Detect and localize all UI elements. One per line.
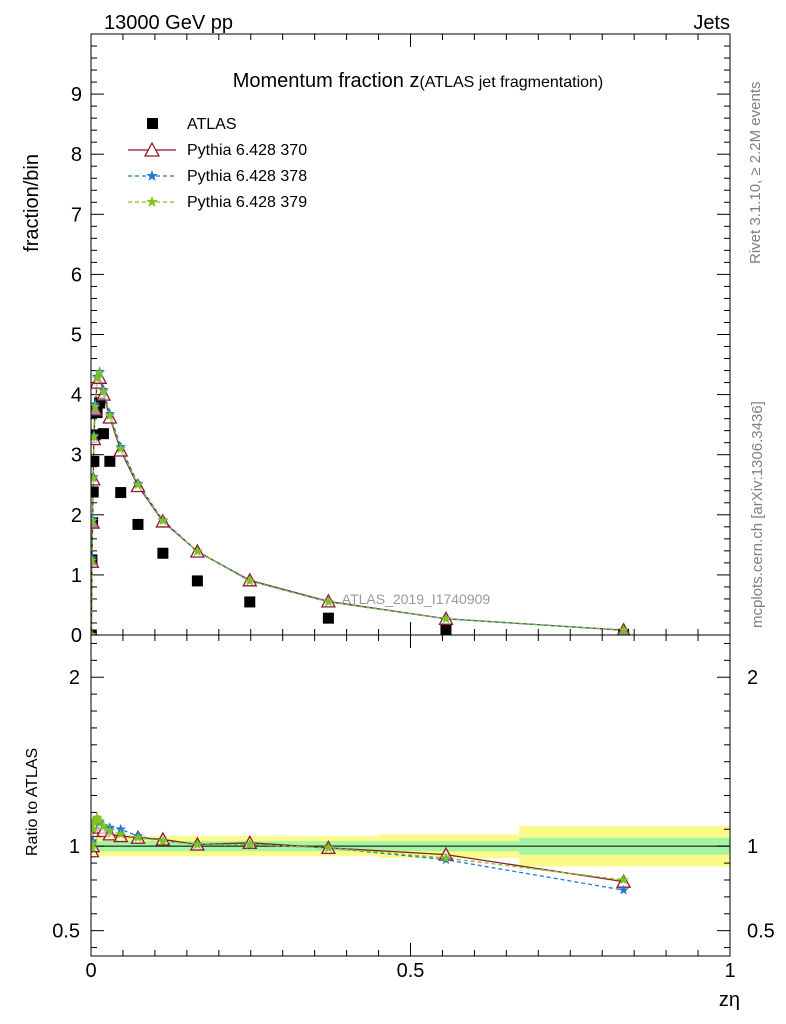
main-plot-series bbox=[91, 366, 631, 635]
ratio-plot-ticks: 0.5 0.51 12 20 0.5 1 bbox=[52, 635, 775, 982]
ratio-point bbox=[91, 811, 103, 822]
data-point bbox=[91, 401, 101, 412]
data-point bbox=[440, 623, 452, 635]
ratio-point bbox=[102, 826, 118, 841]
ratio-y-axis-title: Ratio to ATLAS bbox=[24, 748, 41, 856]
ratio-point bbox=[115, 828, 126, 839]
x-tick-label: 1 bbox=[724, 960, 735, 982]
data-point bbox=[91, 455, 100, 467]
ratio-y-tick-label: 2 bbox=[69, 667, 80, 689]
ratio-y-tick-label-right: 2 bbox=[747, 667, 758, 689]
data-point bbox=[157, 547, 169, 559]
ratio-point bbox=[115, 823, 126, 834]
data-point bbox=[104, 410, 116, 421]
ratio-point bbox=[157, 835, 169, 846]
category-label: Jets bbox=[693, 12, 730, 34]
data-point bbox=[115, 443, 126, 454]
legend-label-atlas: ATLAS bbox=[187, 116, 237, 133]
legend-marker-pythia-378 bbox=[146, 170, 158, 181]
data-point bbox=[322, 612, 334, 624]
x-axis-title: zη bbox=[719, 989, 740, 1011]
ratio-point bbox=[618, 884, 629, 895]
y-tick-label: 9 bbox=[71, 84, 82, 106]
legend-marker-atlas bbox=[147, 118, 158, 129]
ratio-point bbox=[132, 832, 144, 843]
series-line bbox=[91, 369, 624, 635]
ratio-y-tick-label-right: 1 bbox=[747, 836, 758, 858]
analysis-watermark: ATLAS_2019_I1740909 bbox=[342, 591, 491, 607]
ratio-plot-frame bbox=[90, 634, 731, 957]
data-point bbox=[91, 431, 100, 442]
ratio-y-tick-label-right: 0.5 bbox=[747, 921, 775, 943]
y-tick-label: 7 bbox=[71, 204, 82, 226]
legend-entry-pythia-379: Pythia 6.428 379 bbox=[128, 194, 307, 211]
ratio-point bbox=[94, 815, 105, 826]
data-point bbox=[115, 487, 127, 499]
ratio-point bbox=[244, 838, 256, 849]
legend-marker-pythia-370 bbox=[143, 141, 161, 157]
main-plot-panel: 0 1 2 3 4 5 6 7 8 9 bbox=[71, 33, 731, 647]
data-point bbox=[91, 629, 97, 635]
y-tick-label: 6 bbox=[71, 264, 82, 286]
data-point bbox=[91, 515, 98, 526]
ratio-point bbox=[104, 825, 116, 836]
ratio-point bbox=[98, 820, 109, 831]
data-point bbox=[132, 518, 144, 530]
ratio-y-tick-label: 0.5 bbox=[52, 921, 80, 943]
legend-label-pythia-378: Pythia 6.428 378 bbox=[187, 168, 307, 185]
legend-entry-pythia-370: Pythia 6.428 370 bbox=[128, 141, 307, 159]
ratio-plot-series bbox=[91, 811, 632, 895]
data-point bbox=[97, 428, 109, 440]
y-tick-label: 2 bbox=[71, 505, 82, 527]
data-point bbox=[98, 386, 109, 397]
y-tick-label: 0 bbox=[71, 625, 82, 647]
ratio-point bbox=[618, 874, 629, 885]
y-tick-label: 1 bbox=[71, 565, 82, 587]
ratio-point bbox=[440, 852, 452, 863]
ratio-point bbox=[91, 838, 98, 849]
data-point bbox=[91, 554, 98, 565]
plot-title-sub: (ATLAS jet fragmentation) bbox=[419, 74, 603, 91]
y-tick-label: 4 bbox=[71, 385, 82, 407]
data-point bbox=[104, 455, 116, 467]
y-tick-label: 5 bbox=[71, 325, 82, 347]
legend-label-pythia-379: Pythia 6.428 379 bbox=[187, 194, 307, 211]
data-point bbox=[91, 372, 103, 383]
legend-marker-pythia-379 bbox=[146, 196, 158, 207]
data-point bbox=[440, 613, 452, 624]
ratio-point bbox=[323, 842, 334, 853]
data-point bbox=[95, 386, 112, 401]
mcplots-reference-label: mcplots.cern.ch [arXiv:1306.3436] bbox=[749, 401, 766, 628]
data-point bbox=[132, 479, 144, 490]
x-tick-label: 0 bbox=[85, 960, 96, 982]
plot-title: Momentum fraction z(ATLAS jet fragmentat… bbox=[233, 70, 604, 92]
legend-label-pythia-370: Pythia 6.428 370 bbox=[187, 142, 307, 159]
legend-entry-pythia-378: Pythia 6.428 378 bbox=[128, 168, 307, 185]
data-point bbox=[91, 486, 99, 498]
y-tick-label: 3 bbox=[71, 445, 82, 467]
ratio-point bbox=[91, 823, 99, 834]
ratio-plot-panel: 0.5 0.51 12 20 0.5 1 bbox=[52, 634, 775, 982]
energy-label: 13000 GeV pp bbox=[104, 12, 233, 34]
data-point bbox=[192, 545, 203, 556]
ratio-y-tick-label: 1 bbox=[69, 836, 80, 858]
data-point bbox=[618, 624, 629, 635]
ratio-point bbox=[192, 838, 203, 849]
legend-entry-atlas: ATLAS bbox=[147, 116, 237, 133]
x-tick-label: 0.5 bbox=[397, 960, 425, 982]
data-point bbox=[157, 515, 169, 526]
plot-title-main: Momentum fraction z bbox=[233, 70, 420, 92]
rivet-version-label: Rivet 3.1.10, ≥ 2.2M events bbox=[747, 82, 764, 265]
y-axis-title: fraction/bin bbox=[21, 154, 43, 252]
data-point bbox=[91, 472, 99, 483]
data-point bbox=[94, 367, 105, 378]
legend: ATLAS Pythia 6.428 370 Pythia 6.428 378 … bbox=[128, 116, 307, 211]
main-plot-ticks: 0 1 2 3 4 5 6 7 8 9 bbox=[71, 33, 731, 647]
data-point bbox=[323, 596, 334, 607]
data-point bbox=[244, 596, 256, 608]
y-tick-label: 8 bbox=[71, 144, 82, 166]
data-point bbox=[191, 575, 203, 587]
data-point bbox=[244, 575, 256, 586]
